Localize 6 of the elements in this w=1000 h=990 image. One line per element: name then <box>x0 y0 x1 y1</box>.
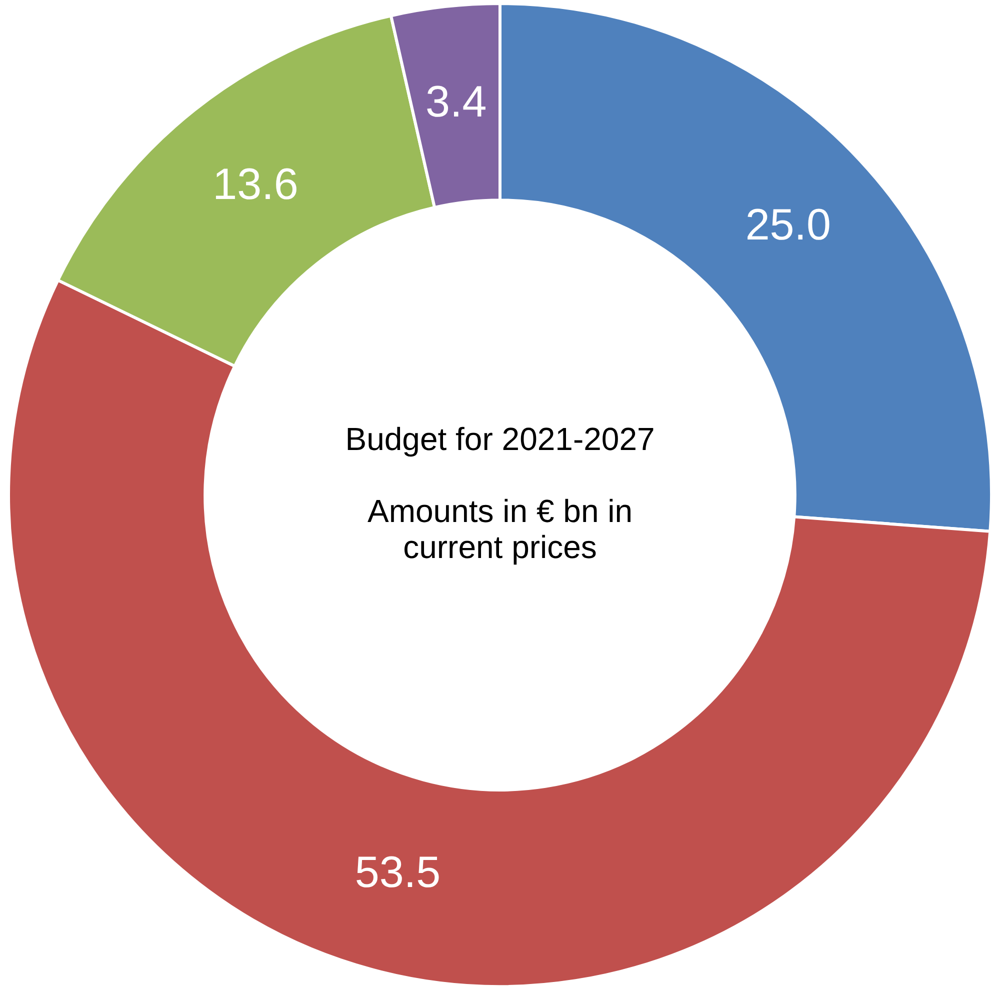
data-label: 53.5 <box>354 848 441 897</box>
text: Budget for 2021-2027 <box>345 420 655 457</box>
data-label: 3.4 <box>426 77 487 126</box>
data-label: 25.0 <box>745 200 831 250</box>
data-label: 13.6 <box>212 160 298 210</box>
text: Amounts in € bn in current prices <box>367 492 633 565</box>
